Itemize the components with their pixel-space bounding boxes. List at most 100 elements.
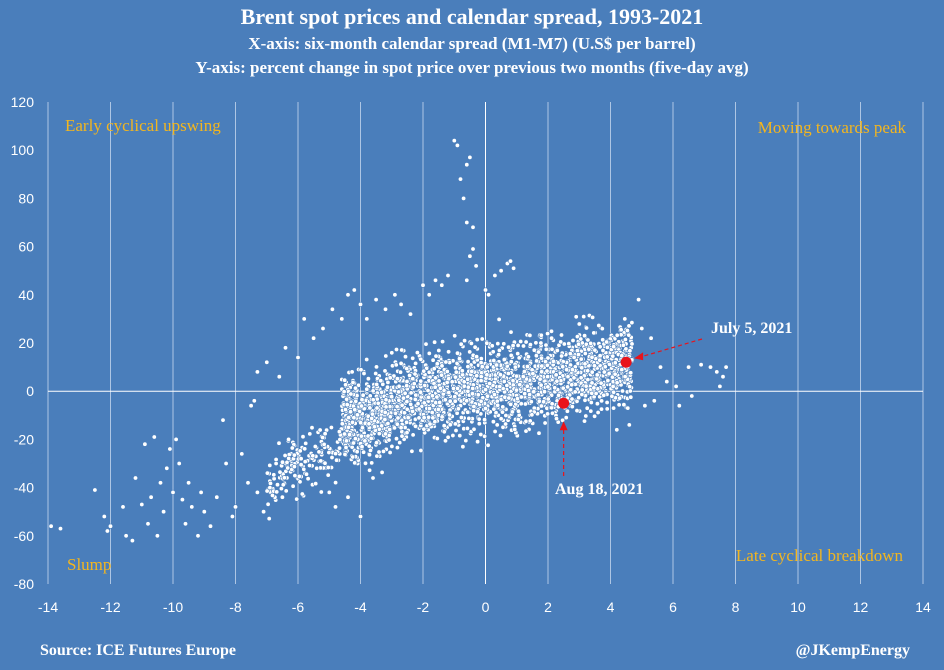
- highlighted-points: [558, 338, 703, 476]
- data-point: [286, 436, 292, 442]
- arrow-head-aug: [559, 421, 568, 431]
- data-point: [431, 366, 437, 372]
- data-point: [542, 420, 548, 426]
- data-point: [594, 372, 600, 378]
- data-point: [456, 356, 462, 362]
- data-point: [421, 368, 427, 374]
- data-point: [439, 372, 445, 378]
- data-point: [560, 364, 566, 370]
- data-point: [434, 435, 440, 441]
- data-point: [426, 414, 432, 420]
- data-point: [467, 349, 473, 355]
- data-point: [455, 406, 461, 412]
- data-point: [604, 339, 610, 345]
- data-point: [317, 427, 323, 433]
- data-point: [261, 509, 267, 515]
- data-point: [464, 277, 470, 283]
- data-point: [583, 383, 589, 389]
- data-point: [322, 460, 328, 466]
- data-point: [520, 343, 526, 349]
- data-point: [498, 416, 504, 422]
- data-point: [418, 389, 424, 395]
- data-point: [504, 382, 510, 388]
- data-point: [154, 533, 160, 539]
- data-point: [423, 341, 429, 347]
- data-point: [435, 406, 441, 412]
- data-point: [614, 380, 620, 386]
- data-point: [410, 376, 416, 382]
- data-point: [440, 339, 446, 345]
- data-point: [539, 363, 545, 369]
- data-point: [498, 268, 504, 274]
- data-point: [267, 485, 273, 491]
- data-point: [512, 426, 518, 432]
- data-point: [482, 287, 488, 293]
- data-point: [264, 488, 270, 494]
- data-point: [320, 325, 326, 331]
- data-point: [612, 371, 618, 377]
- data-point: [446, 376, 452, 382]
- data-point: [507, 258, 513, 264]
- data-point: [515, 342, 521, 348]
- data-point: [326, 489, 332, 495]
- credit-label: @JKempEnergy: [796, 642, 910, 659]
- data-point: [474, 337, 480, 343]
- data-point: [622, 374, 628, 380]
- data-point: [545, 411, 551, 417]
- data-point: [578, 356, 584, 362]
- data-point: [320, 434, 326, 440]
- data-point: [538, 409, 544, 415]
- data-point: [516, 355, 522, 361]
- data-point: [399, 433, 405, 439]
- data-point: [291, 452, 297, 458]
- data-point: [405, 415, 411, 421]
- data-point: [57, 526, 63, 532]
- x-tick-label: -6: [292, 599, 305, 615]
- x-tick-label: 12: [853, 599, 869, 615]
- data-point: [400, 395, 406, 401]
- data-point: [558, 378, 564, 384]
- data-point: [617, 395, 623, 401]
- data-point: [582, 333, 588, 339]
- data-point: [490, 419, 496, 425]
- data-point: [470, 246, 476, 252]
- data-point: [550, 358, 556, 364]
- data-point: [553, 416, 559, 422]
- data-point: [515, 351, 521, 357]
- data-point: [358, 433, 364, 439]
- data-point: [533, 340, 539, 346]
- data-point: [495, 402, 501, 408]
- data-point: [503, 421, 509, 427]
- data-point: [349, 419, 355, 425]
- data-point: [497, 432, 503, 438]
- data-point: [432, 277, 438, 283]
- data-point: [471, 408, 477, 414]
- data-point: [492, 272, 498, 278]
- data-point: [342, 451, 348, 457]
- data-point: [345, 494, 351, 500]
- data-point: [370, 475, 376, 481]
- data-point: [316, 449, 322, 455]
- data-point: [393, 346, 399, 352]
- data-point: [535, 392, 541, 398]
- source-label: Source: ICE Futures Europe: [40, 642, 236, 659]
- data-point: [569, 367, 575, 373]
- data-point: [611, 344, 617, 350]
- data-point: [589, 354, 595, 360]
- data-point: [538, 332, 544, 338]
- data-point: [352, 460, 358, 466]
- data-point: [490, 349, 496, 355]
- data-point: [432, 384, 438, 390]
- data-point: [453, 427, 459, 433]
- data-point: [619, 388, 625, 394]
- data-point: [523, 428, 529, 434]
- data-point: [626, 323, 632, 329]
- data-point: [395, 415, 401, 421]
- data-point: [601, 392, 607, 398]
- data-point: [464, 425, 470, 431]
- data-point: [628, 370, 634, 376]
- data-point: [604, 344, 610, 350]
- data-point: [527, 332, 533, 338]
- data-point: [434, 361, 440, 367]
- data-point: [366, 452, 372, 458]
